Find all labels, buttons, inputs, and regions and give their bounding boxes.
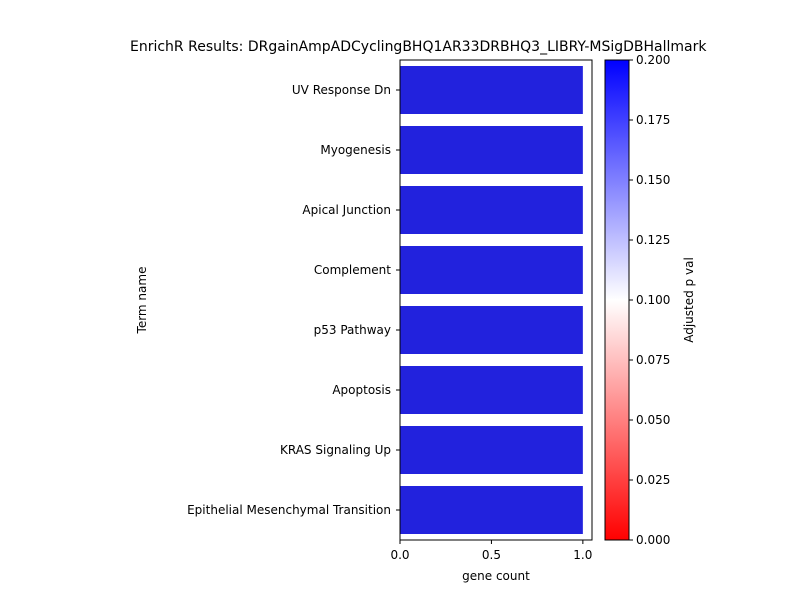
colorbar-tick-label: 0.050 <box>636 413 670 427</box>
colorbar-scale <box>604 59 630 541</box>
bar <box>400 126 583 174</box>
colorbar-tick-label: 0.025 <box>636 473 670 487</box>
colorbar-label: Adjusted p val <box>682 257 696 343</box>
x-axis-label: gene count <box>462 569 530 583</box>
y-axis-ticks: UV Response Dn Myogenesis Apical Junction C… <box>187 83 400 517</box>
colorbar-tick-label: 0.000 <box>636 533 670 547</box>
y-tick-label: Apical Junction <box>302 203 391 217</box>
colorbar-ticks: 0.000 0.025 0.050 0.075 0.100 0.125 0.150 0.175… <box>629 53 670 547</box>
y-axis-label: Term name <box>135 267 149 335</box>
y-tick-label: Myogenesis <box>320 143 391 157</box>
x-tick-label: 0.5 <box>482 548 501 562</box>
y-tick-label: UV Response Dn <box>292 83 391 97</box>
x-tick-label: 1.0 <box>573 548 592 562</box>
colorbar: 0.000 0.025 0.050 0.075 0.100 0.125 0.150 0.175… <box>604 53 696 547</box>
x-tick-label: 0.0 <box>390 548 409 562</box>
plot-area: UV Response Dn Myogenesis Apical Junction C… <box>187 59 593 562</box>
bar <box>400 426 583 474</box>
x-axis-ticks: 0.0 0.5 1.0 <box>390 540 592 562</box>
bar <box>400 306 583 354</box>
y-tick-label: Complement <box>314 263 391 277</box>
chart-title: EnrichR Results: DRgainAmpADCyclingBHQ1A… <box>130 39 707 55</box>
bar <box>400 366 583 414</box>
y-tick-label: Apoptosis <box>332 383 391 397</box>
y-tick-label: Epithelial Mesenchymal Transition <box>187 503 391 517</box>
colorbar-tick-label: 0.075 <box>636 353 670 367</box>
bar <box>400 486 583 534</box>
bars-group <box>400 66 583 534</box>
colorbar-tick-label: 0.175 <box>636 113 670 127</box>
bar <box>400 66 583 114</box>
colorbar-tick-label: 0.125 <box>636 233 670 247</box>
colorbar-tick-label: 0.150 <box>636 173 670 187</box>
plot-frame <box>399 59 593 541</box>
bar <box>400 246 583 294</box>
colorbar-tick-label: 0.200 <box>636 53 670 67</box>
y-tick-label: p53 Pathway <box>314 323 391 337</box>
bar <box>400 186 583 234</box>
y-tick-label: KRAS Signaling Up <box>280 443 391 457</box>
colorbar-tick-label: 0.100 <box>636 293 670 307</box>
